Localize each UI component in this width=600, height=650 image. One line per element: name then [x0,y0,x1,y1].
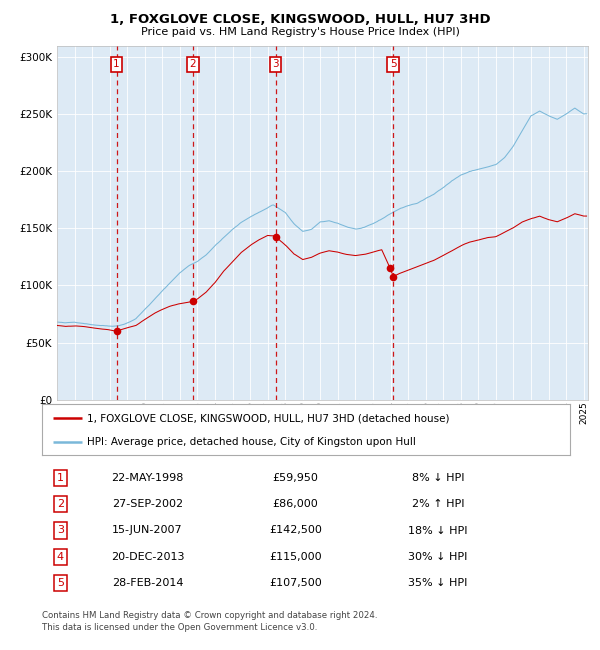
Text: £59,950: £59,950 [272,473,319,483]
Text: £86,000: £86,000 [272,499,319,509]
Text: 1, FOXGLOVE CLOSE, KINGSWOOD, HULL, HU7 3HD (detached house): 1, FOXGLOVE CLOSE, KINGSWOOD, HULL, HU7 … [87,413,449,424]
Text: 20-DEC-2013: 20-DEC-2013 [111,552,184,562]
Text: This data is licensed under the Open Government Licence v3.0.: This data is licensed under the Open Gov… [42,623,317,632]
Text: 27-SEP-2002: 27-SEP-2002 [112,499,183,509]
Text: Contains HM Land Registry data © Crown copyright and database right 2024.: Contains HM Land Registry data © Crown c… [42,611,377,620]
Text: 5: 5 [390,59,397,69]
Text: 2: 2 [190,59,196,69]
Text: £107,500: £107,500 [269,578,322,588]
Text: 2: 2 [57,499,64,509]
Text: 1, FOXGLOVE CLOSE, KINGSWOOD, HULL, HU7 3HD: 1, FOXGLOVE CLOSE, KINGSWOOD, HULL, HU7 … [110,13,490,26]
Text: 5: 5 [57,578,64,588]
Text: 30% ↓ HPI: 30% ↓ HPI [409,552,467,562]
Text: 18% ↓ HPI: 18% ↓ HPI [408,525,468,536]
Text: 1: 1 [113,59,120,69]
Text: HPI: Average price, detached house, City of Kingston upon Hull: HPI: Average price, detached house, City… [87,437,416,447]
Text: 3: 3 [272,59,279,69]
Text: 35% ↓ HPI: 35% ↓ HPI [409,578,467,588]
Text: £115,000: £115,000 [269,552,322,562]
Text: Price paid vs. HM Land Registry's House Price Index (HPI): Price paid vs. HM Land Registry's House … [140,27,460,37]
Text: 22-MAY-1998: 22-MAY-1998 [112,473,184,483]
Text: 4: 4 [57,552,64,562]
Text: 15-JUN-2007: 15-JUN-2007 [112,525,183,536]
Text: 3: 3 [57,525,64,536]
Text: 28-FEB-2014: 28-FEB-2014 [112,578,184,588]
Text: 2% ↑ HPI: 2% ↑ HPI [412,499,464,509]
Text: 1: 1 [57,473,64,483]
Text: £142,500: £142,500 [269,525,322,536]
Text: 8% ↓ HPI: 8% ↓ HPI [412,473,464,483]
